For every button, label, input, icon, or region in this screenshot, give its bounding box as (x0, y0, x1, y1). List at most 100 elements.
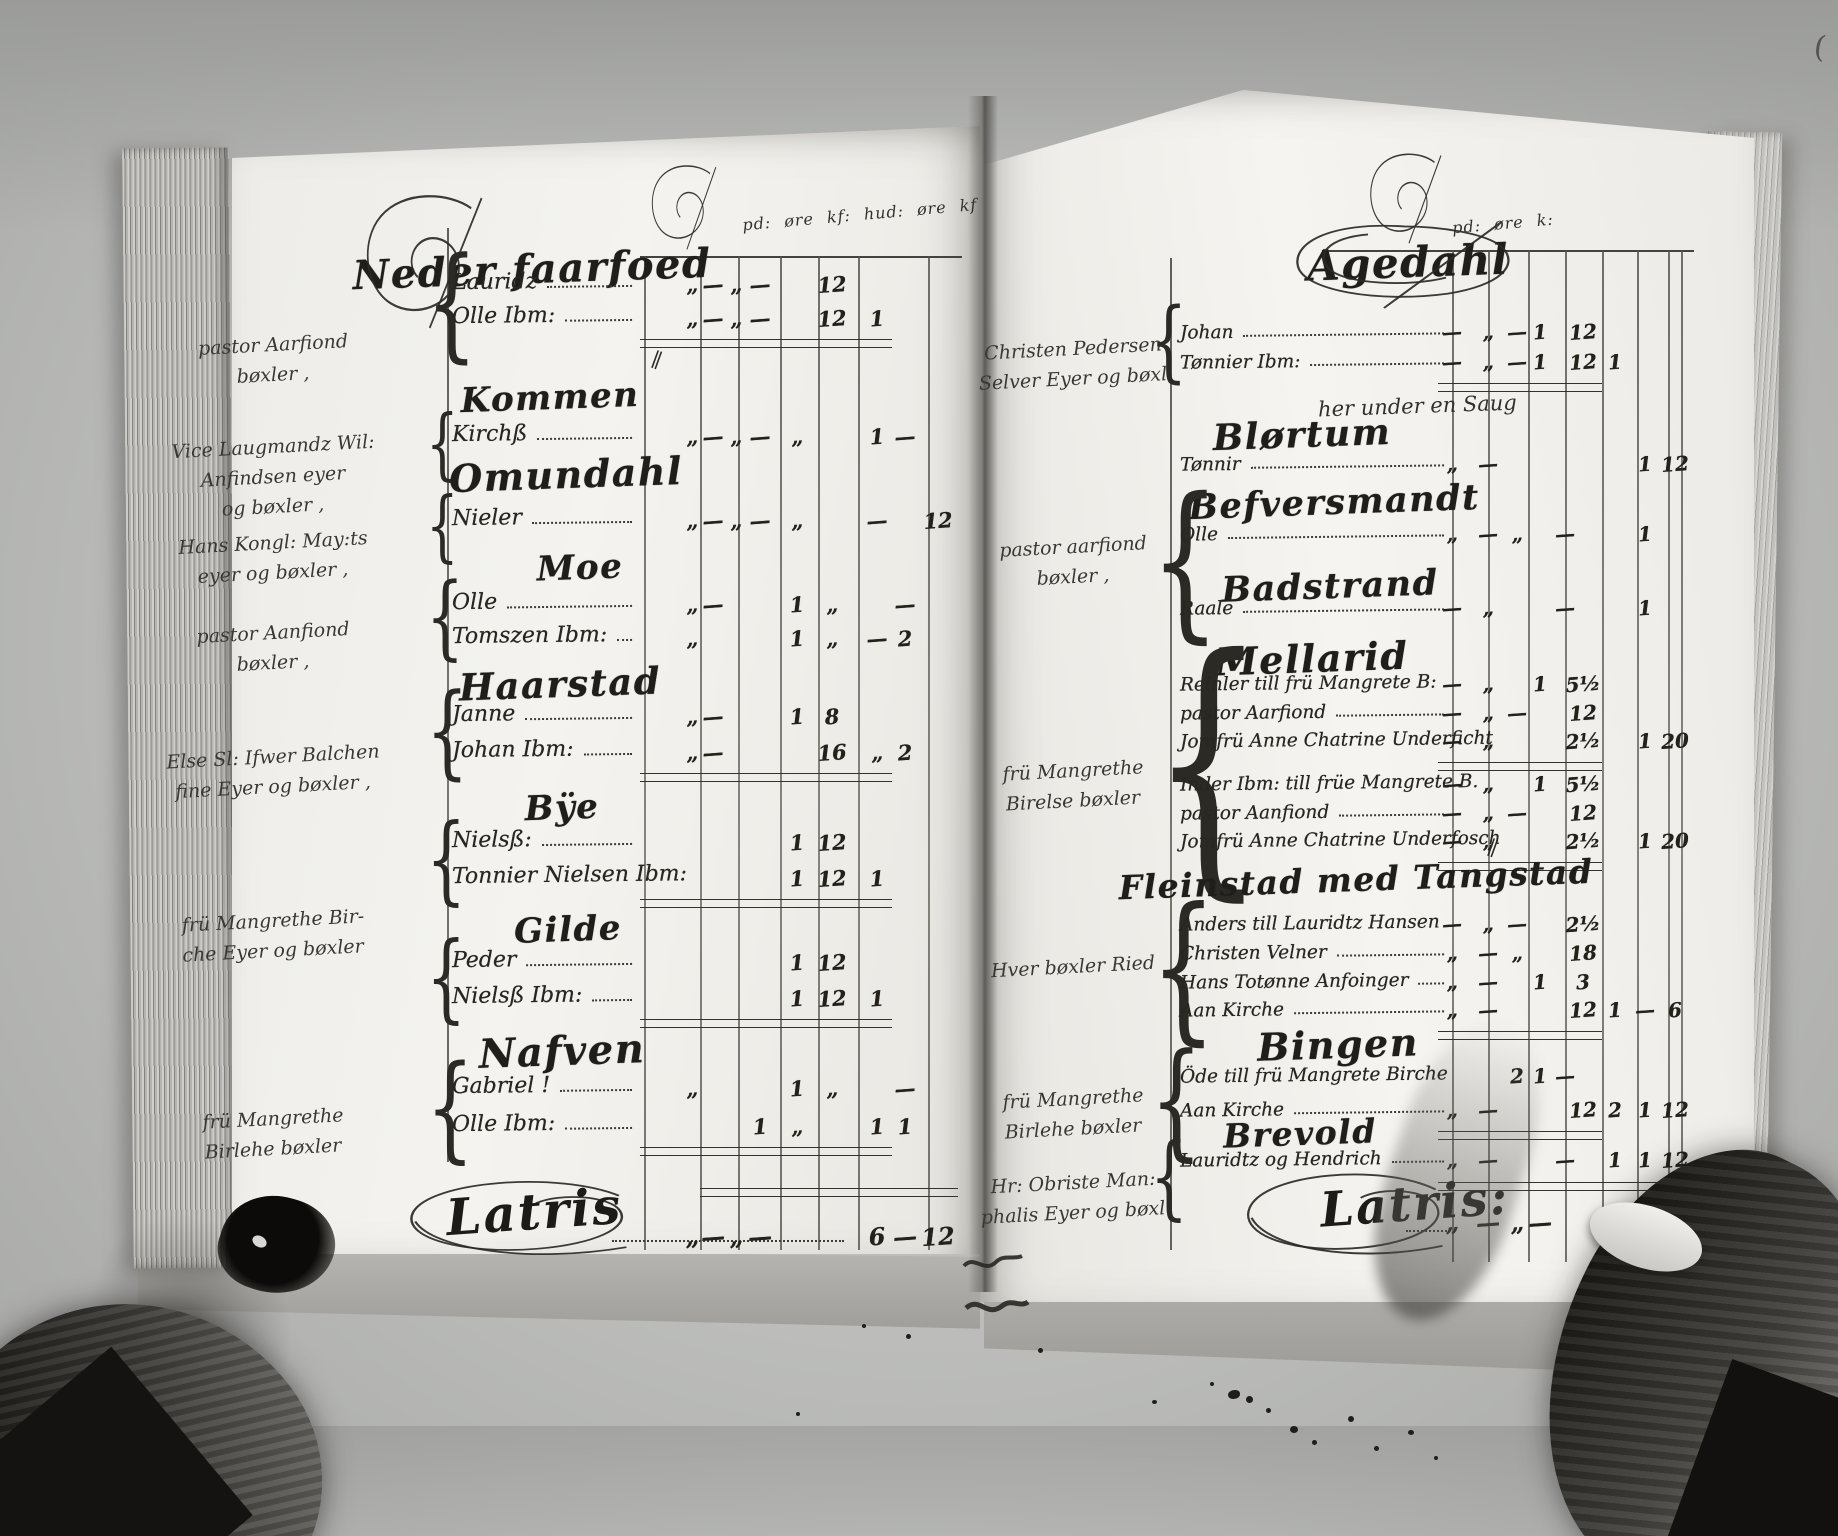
left-tenant-name: Olle Ibm: (451, 302, 556, 330)
right-grid-value: — (1477, 969, 1499, 995)
left-total-flourish-svg (410, 1181, 627, 1255)
ink-smudge-squiggle (962, 1254, 1023, 1268)
right-grid-value: 1 (1532, 969, 1548, 995)
right-grid-value: 1 (1637, 1097, 1653, 1123)
left-tenant-name: Lauridz (451, 269, 538, 296)
right-tenant-entry-row: Öde till frü Mangrete Birche (1180, 1058, 1458, 1088)
left-grid-value: 1 (868, 865, 886, 892)
left-grid-value: „ (685, 1075, 699, 1102)
dotted-leader (1336, 713, 1445, 717)
right-page (980, 90, 1754, 1302)
right-grid-value: — (1554, 595, 1576, 621)
left-tenant-name: Gabriel ! (451, 1072, 551, 1100)
left-grid-value: „ (790, 1113, 804, 1140)
left-header-flourish (648, 162, 744, 252)
left-double-slash-mark: ∥ (648, 347, 666, 373)
dust-speck (1038, 1348, 1043, 1353)
dust-speck (1434, 1456, 1438, 1460)
left-grid-value: „ (685, 305, 699, 332)
dust-speck (1348, 1416, 1354, 1422)
left-sum-underline (640, 899, 892, 908)
left-grid-column-rule (858, 256, 860, 1250)
dotted-leader (1310, 362, 1445, 367)
dotted-leader (547, 284, 633, 288)
left-grid-value: 1 (751, 1113, 769, 1140)
right-grid-value: — (1506, 349, 1528, 375)
left-grid-value: — (701, 739, 725, 766)
left-grid-value: — (701, 305, 725, 332)
left-grid-value: 2 (896, 739, 914, 766)
left-grid-value: 1 (788, 1075, 806, 1102)
right-grid-value: 2½ (1564, 827, 1602, 855)
left-grid-column-rule (644, 256, 646, 1250)
right-tenant-entry-row: Olle (1180, 516, 1448, 546)
right-grid-column-rule (1668, 250, 1670, 1262)
left-grid-value: 1 (896, 1113, 914, 1140)
right-grid-value: „ (1481, 911, 1495, 937)
dotted-leader (531, 520, 633, 525)
dotted-leader (1228, 534, 1445, 540)
left-tenant-entry-row: Gabriel ! (452, 1071, 636, 1099)
right-grid-value: 1 (1532, 349, 1548, 375)
left-grid-value: „ (825, 1075, 839, 1102)
left-grid-value: „ (729, 423, 743, 450)
left-grid-value: 12 (816, 305, 848, 332)
left-grid-value: 1 (868, 985, 886, 1012)
left-grid-column-rule (780, 256, 782, 1250)
right-grid-value: „ (1445, 521, 1459, 547)
right-sum-underline (1438, 762, 1602, 771)
left-tenant-entry-row: Nielsß Ibm: (452, 981, 636, 1009)
right-entry-group-brace: { (1150, 873, 1217, 1061)
right-grid-column-rule (1488, 250, 1490, 1262)
right-grid-value: — (1477, 940, 1499, 966)
left-grid-value: — (701, 423, 725, 450)
right-tenant-name: Christen Velner (1179, 941, 1327, 965)
dotted-leader (1294, 1010, 1445, 1015)
right-tenant-entry-row: Aan Kirche (1180, 992, 1448, 1022)
dotted-leader (507, 604, 633, 609)
left-grid-value: „ (825, 625, 839, 652)
right-tenant-name: Anders till Lauridtz Hansen (1179, 911, 1440, 936)
right-grid-value: — (1441, 700, 1463, 726)
right-tenant-name: Hans Totønne Anfoinger (1179, 969, 1409, 994)
right-grid-value: — (1634, 997, 1656, 1023)
right-grid-value: — (1441, 828, 1463, 854)
left-grid-value: 8 (823, 703, 841, 730)
left-grid-value: „ (685, 703, 699, 730)
left-tenant-entry-row: Janne (452, 699, 636, 727)
right-grid-value: „ (1481, 728, 1495, 754)
right-grid-column-rule (1681, 250, 1683, 1262)
right-grid-value: 20 (1660, 728, 1690, 754)
right-tenant-entry-row: Jomfrü Anne Chatrine Underfosch (1180, 823, 1511, 853)
left-grid-value: „ (685, 507, 699, 534)
right-grid-value: „ (1481, 771, 1495, 797)
left-margin-bracket-rule (447, 228, 449, 1162)
left-entry-group-brace: { (426, 397, 459, 489)
right-grid-column-rule (1452, 250, 1454, 1262)
right-header-flourish-svg (1370, 153, 1442, 244)
right-grid-value: 12 (1568, 700, 1598, 726)
left-grid-value: 16 (816, 739, 848, 766)
right-grid-value: 1 (1637, 595, 1653, 621)
dotted-leader (612, 1240, 844, 1242)
left-entry-group-brace: { (426, 232, 478, 376)
left-grid-value: 12 (816, 865, 848, 892)
left-tenant-entry-row: Peder (452, 945, 636, 973)
left-grid-value: „ (685, 591, 699, 618)
right-tenant-entry-row: Tønnier Ibm: (1180, 344, 1448, 374)
left-grid-value: 1 (788, 949, 806, 976)
left-grid-value: 12 (816, 985, 848, 1012)
dust-speck (906, 1334, 911, 1339)
dust-speck (1290, 1426, 1298, 1433)
right-owner-margin-note: Hver bøxler Ried (990, 951, 1156, 983)
right-tenant-name: pastor Aanfiond (1179, 801, 1330, 825)
right-tenant-entry-row: Inder Ibm: till früe Mangrete B. (1180, 766, 1489, 796)
dotted-leader (1243, 608, 1445, 613)
left-grid-value: — (865, 625, 889, 652)
right-tenant-entry-row: Hans Totønne Anfoinger (1179, 964, 1448, 994)
right-grid-value: 1 (1607, 997, 1623, 1023)
left-farm-heading: Bÿe (524, 786, 600, 830)
right-grid-value: „ (1481, 671, 1495, 697)
right-grid-value: „ (1445, 451, 1459, 477)
left-grid-value: 1 (868, 1113, 886, 1140)
